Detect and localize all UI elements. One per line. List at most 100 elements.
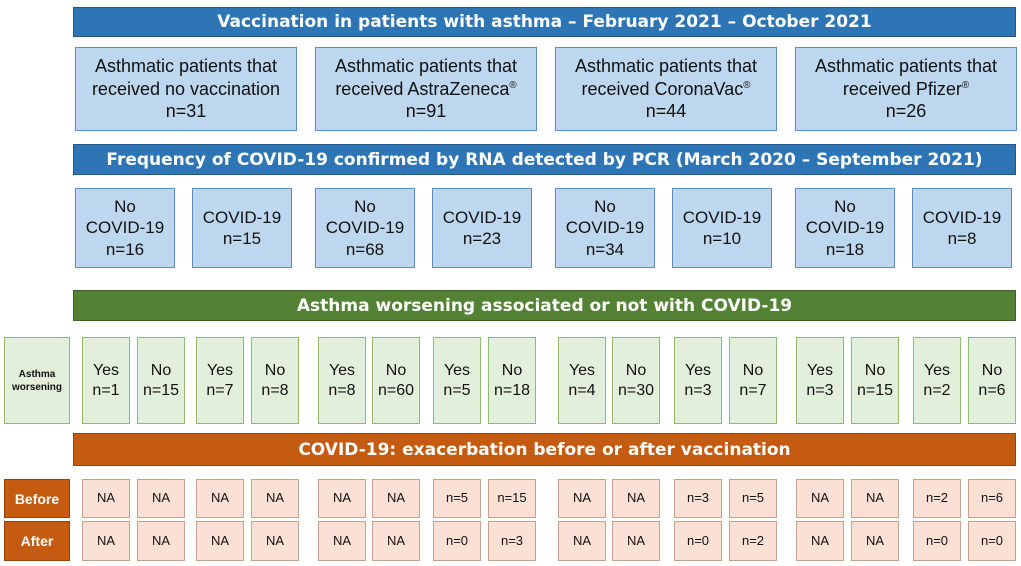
worsening-count: n=3	[684, 381, 712, 399]
after-cell: NA	[851, 521, 899, 561]
worsening-cell: Yes n=3	[796, 337, 844, 424]
worsening-answer: Yes	[206, 361, 234, 379]
worsening-count: n=30	[617, 381, 655, 399]
after-cell: NA	[318, 521, 366, 561]
covid-box: COVID-19 n=8	[912, 188, 1012, 268]
before-cell: NA	[137, 479, 185, 518]
worsening-count: n=60	[377, 381, 415, 399]
before-cell: n=5	[729, 479, 777, 518]
worsening-answer: Yes	[92, 361, 120, 379]
worsening-answer: No	[501, 361, 523, 379]
group-line2: received AstraZeneca®	[335, 78, 517, 99]
covid-count: n=34	[585, 239, 625, 259]
covid-label: COVID-19	[442, 207, 522, 227]
worsening-answer: No	[264, 361, 286, 379]
worsening-cell: No n=15	[851, 337, 899, 424]
after-cell: n=3	[488, 521, 536, 561]
after-cell: NA	[137, 521, 185, 561]
covid-count: n=8	[947, 229, 977, 248]
worsening-answer: Yes	[923, 361, 951, 379]
after-cell: n=0	[968, 521, 1016, 561]
covid-count: n=16	[105, 239, 145, 259]
before-cell: NA	[796, 479, 844, 518]
worsening-banner: Asthma worsening associated or not with …	[73, 290, 1016, 321]
group-line2: received Pfizer®	[842, 78, 970, 99]
worsening-count: n=8	[261, 381, 289, 399]
group-box: Asthmatic patients that received Pfizer®…	[795, 47, 1017, 131]
worsening-cell: No n=8	[251, 337, 299, 424]
registered-mark: ®	[961, 79, 970, 91]
worsening-cell: Yes n=1	[82, 337, 130, 424]
after-cell: n=0	[433, 521, 481, 561]
before-cell: NA	[82, 479, 130, 518]
worsening-cell: No n=60	[372, 337, 420, 424]
worsening-count: n=15	[142, 381, 180, 399]
worsening-cell: No n=15	[137, 337, 185, 424]
worsening-count: n=7	[739, 381, 767, 399]
group-box: Asthmatic patients that received AstraZe…	[315, 47, 537, 131]
covid-count: n=23	[462, 229, 502, 248]
worsening-answer: Yes	[443, 361, 471, 379]
covid-box: No COVID-19 n=16	[75, 188, 175, 268]
worsening-count: n=1	[92, 381, 120, 399]
covid-count: n=18	[825, 239, 865, 259]
group-line2: received CoronaVac®	[581, 78, 751, 99]
group-line1: Asthmatic patients that	[94, 56, 278, 77]
worsening-count: n=7	[206, 381, 234, 399]
worsening-answer: Yes	[568, 361, 596, 379]
group-box: Asthmatic patients that received no vacc…	[75, 47, 297, 131]
worsening-answer: Yes	[684, 361, 712, 379]
group-count: n=26	[885, 101, 927, 122]
covid-count: n=15	[222, 229, 262, 248]
group-line1: Asthmatic patients that	[334, 56, 518, 77]
worsening-answer: No	[625, 361, 647, 379]
group-box: Asthmatic patients that received CoronaV…	[555, 47, 777, 131]
covid-box: No COVID-19 n=68	[315, 188, 415, 268]
before-cell: n=15	[488, 479, 536, 518]
worsening-count: n=3	[806, 381, 834, 399]
covid-box: COVID-19 n=10	[672, 188, 772, 268]
before-cell: NA	[318, 479, 366, 518]
worsening-cell: Yes n=2	[913, 337, 961, 424]
worsening-answer: No	[742, 361, 764, 379]
covid-label: No	[834, 197, 856, 217]
before-cell: NA	[612, 479, 660, 518]
before-label: Before	[4, 479, 70, 518]
covid-count: n=10	[702, 229, 742, 248]
after-cell: NA	[558, 521, 606, 561]
frequency-banner: Frequency of COVID-19 confirmed by RNA d…	[73, 144, 1016, 175]
worsening-cell: No n=7	[729, 337, 777, 424]
worsening-cell: No n=18	[488, 337, 536, 424]
worsening-answer: No	[864, 361, 886, 379]
registered-mark: ®	[743, 79, 751, 91]
covid-label: No	[594, 197, 616, 217]
covid-box: COVID-19 n=15	[192, 188, 292, 268]
worsening-cell: Yes n=8	[318, 337, 366, 424]
after-cell: NA	[612, 521, 660, 561]
before-cell: NA	[196, 479, 244, 518]
before-cell: NA	[372, 479, 420, 518]
worsening-cell: Yes n=3	[674, 337, 722, 424]
after-cell: n=2	[729, 521, 777, 561]
covid-label: No	[114, 197, 136, 217]
worsening-answer: No	[981, 361, 1003, 379]
covid-box: No COVID-19 n=18	[795, 188, 895, 268]
covid-label: COVID-19	[565, 218, 645, 238]
asthma-worsening-label: Asthma worsening	[4, 337, 70, 424]
covid-box: COVID-19 n=23	[432, 188, 532, 268]
worsening-cell: No n=30	[612, 337, 660, 424]
covid-box: No COVID-19 n=34	[555, 188, 655, 268]
group-line1: Asthmatic patients that	[814, 56, 998, 77]
worsening-answer: No	[385, 361, 407, 379]
worsening-answer: Yes	[806, 361, 834, 379]
worsening-count: n=15	[856, 381, 894, 399]
exacerbation-banner: COVID-19: exacerbation before or after v…	[73, 433, 1016, 466]
before-cell: n=3	[674, 479, 722, 518]
after-cell: NA	[82, 521, 130, 561]
before-cell: NA	[558, 479, 606, 518]
covid-label: COVID-19	[805, 218, 885, 238]
after-label: After	[4, 521, 70, 561]
worsening-count: n=8	[328, 381, 356, 399]
worsening-count: n=4	[568, 381, 596, 399]
before-cell: NA	[251, 479, 299, 518]
